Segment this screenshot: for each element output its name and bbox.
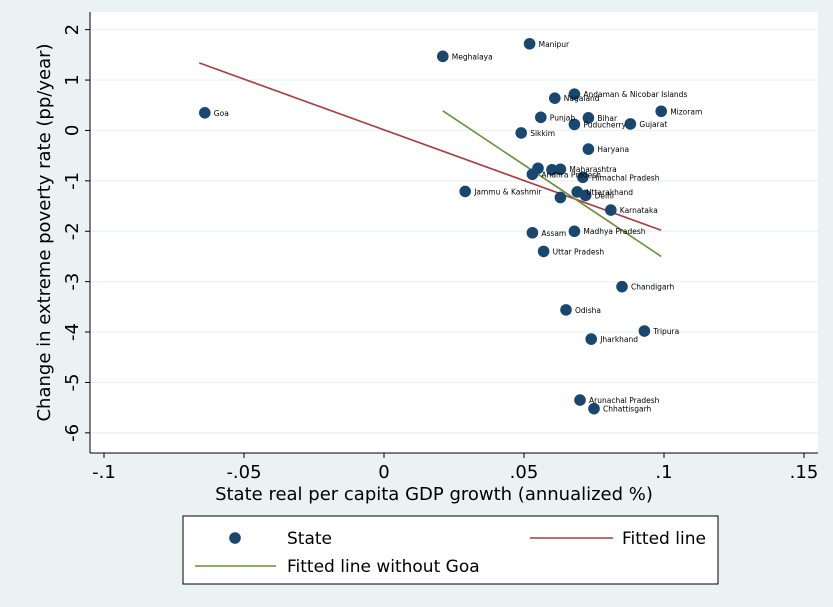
point-label: Goa: [214, 109, 229, 118]
data-point: [554, 163, 567, 176]
y-tick-label: -4: [62, 323, 83, 341]
data-point: [199, 107, 211, 119]
y-tick-label: 2: [62, 24, 83, 35]
data-point: [437, 50, 449, 63]
data-point: [515, 127, 527, 139]
point-label: Karnataka: [620, 206, 658, 215]
y-tick-label: 1: [62, 74, 83, 85]
data-point: [574, 394, 586, 406]
data-point: [582, 112, 595, 124]
data-point: [535, 111, 547, 124]
point-label: Arunachal Pradesh: [589, 396, 660, 405]
point-label: Uttar Pradesh: [553, 247, 605, 256]
point-label: Chandigarh: [631, 283, 674, 292]
point-label: Sikkim: [530, 129, 555, 138]
data-point: [577, 171, 589, 184]
data-point: [568, 88, 581, 100]
point-label: Chhattisgarh: [603, 405, 652, 414]
point-label: Nagaland: [564, 94, 600, 103]
x-axis-title: State real per capita GDP growth (annual…: [215, 484, 653, 505]
x-tick-label: .05: [510, 462, 539, 483]
fitted-line: [198, 62, 662, 231]
point-label: Gujarat: [639, 120, 667, 129]
x-tick-label: .1: [655, 462, 672, 483]
point-label: Assam: [541, 229, 566, 238]
point-label: Maharashtra: [569, 165, 616, 174]
fitted-line-without-goa: [442, 110, 662, 258]
data-point: [585, 333, 597, 345]
y-tick-label: -2: [62, 222, 83, 240]
point-label: Delhi: [595, 191, 614, 200]
legend-box: [182, 515, 719, 585]
data-point: [523, 37, 536, 50]
data-point: [554, 191, 567, 204]
y-tick-label: -5: [62, 373, 83, 391]
point-label: Mizoram: [670, 107, 702, 116]
data-point: [568, 225, 581, 238]
point-label: Andaman & Nicobar Islands: [583, 90, 687, 99]
fitted-lines: [198, 62, 662, 258]
y-tick-label: -1: [62, 172, 83, 190]
plot-area: [90, 12, 818, 453]
data-point: [638, 325, 651, 337]
data-point: [546, 163, 558, 176]
point-label: Uttarakhand: [586, 188, 633, 197]
point-label: Bihar: [597, 114, 618, 123]
x-tick-label: -.05: [226, 462, 261, 483]
data-point: [526, 226, 539, 239]
legend-label-fitted-line: Fitted line: [622, 529, 706, 549]
point-label: Jharkhand: [599, 335, 638, 344]
x-tick-label: -.1: [92, 462, 116, 483]
point-label: Odisha: [575, 306, 601, 315]
data-point: [582, 143, 595, 155]
point-label: Andhra Pradesh: [541, 170, 601, 179]
point-label: Himachal Pradesh: [592, 173, 660, 182]
legend-label-state: State: [287, 529, 332, 549]
y-tick-label: 0: [62, 125, 83, 136]
point-label: Tripura: [652, 327, 679, 336]
y-tick-label: -3: [62, 273, 83, 291]
data-point: [588, 402, 600, 415]
legend-label-fitted-line-without-goa: Fitted line without Goa: [287, 557, 480, 577]
legend-marker-state: [229, 532, 241, 544]
data-point: [655, 105, 667, 118]
data-point: [560, 304, 572, 316]
axes: -6 -5 -4 -3 -2 -1 0 1 2 -.1 -.05 0 .05 .1 .15: [62, 12, 818, 483]
point-label: Punjab: [550, 113, 576, 122]
data-points: [199, 37, 667, 415]
data-point: [459, 185, 472, 198]
legend: State Fitted line Fitted line without Go…: [182, 515, 719, 585]
grid-lines: [90, 29, 818, 434]
point-label: Madhya Pradesh: [583, 227, 645, 236]
data-point: [605, 204, 617, 216]
point-label: Meghalaya: [452, 52, 493, 61]
y-axis-title: Change in extreme poverty rate (pp/year): [34, 43, 55, 421]
data-point: [526, 168, 539, 181]
point-label: Haryana: [597, 145, 629, 154]
x-tick-label: 0: [378, 462, 389, 483]
data-point: [579, 189, 592, 202]
data-point: [616, 280, 628, 293]
point-label: Manipur: [539, 40, 570, 49]
x-tick-label: .15: [790, 462, 819, 483]
data-point: [568, 118, 581, 131]
point-label: Jammu & Kashmir: [473, 187, 542, 196]
data-point: [549, 92, 561, 104]
data-point: [537, 245, 550, 258]
data-point: [624, 118, 637, 130]
point-label: Puducherry: [583, 120, 626, 129]
y-tick-label: -6: [62, 424, 83, 442]
point-labels: Manipur Meghalaya Andaman & Nicobar Island…: [214, 40, 702, 414]
